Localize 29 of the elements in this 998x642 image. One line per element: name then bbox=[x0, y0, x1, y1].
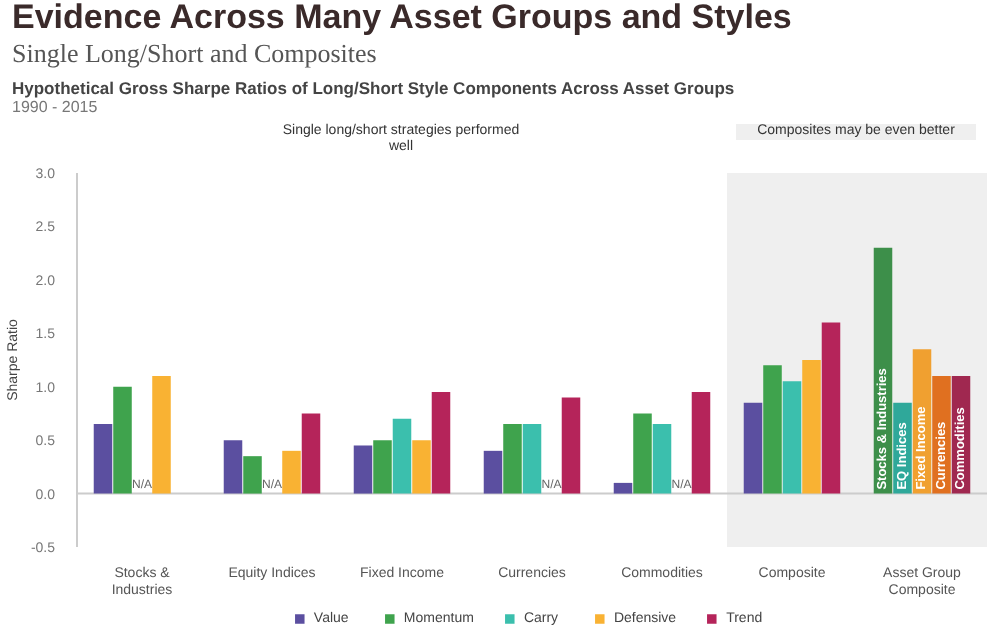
text: Hypothetical Gross Sharpe Ratios of Long/Short Style Components Across Asset Groups bbox=[12, 78, 735, 99]
bar bbox=[373, 440, 392, 494]
bar bbox=[243, 456, 262, 494]
bar bbox=[282, 450, 301, 494]
bar bbox=[522, 424, 542, 494]
bar bbox=[763, 365, 782, 494]
bar bbox=[782, 381, 802, 494]
bar bbox=[503, 424, 522, 494]
bar bbox=[152, 376, 171, 494]
bar bbox=[223, 440, 243, 494]
bar bbox=[802, 360, 821, 494]
bar bbox=[301, 413, 321, 494]
chart-subtitle: Single Long/Short and Composites bbox=[12, 38, 377, 69]
bar bbox=[392, 418, 412, 494]
bar bbox=[483, 450, 503, 494]
bar bbox=[431, 392, 451, 494]
bar bbox=[743, 402, 763, 494]
bar bbox=[561, 397, 581, 494]
bar bbox=[613, 482, 633, 494]
bar bbox=[113, 386, 132, 494]
text: 1990 - 2015 bbox=[12, 98, 98, 118]
bar bbox=[633, 413, 652, 494]
bar bbox=[821, 322, 841, 494]
chart-title: Evidence Across Many Asset Groups and Styles bbox=[12, 0, 792, 38]
bar bbox=[412, 440, 431, 494]
bar bbox=[93, 424, 113, 494]
bar bbox=[652, 424, 672, 494]
bar bbox=[691, 392, 711, 494]
bar bbox=[353, 445, 373, 494]
